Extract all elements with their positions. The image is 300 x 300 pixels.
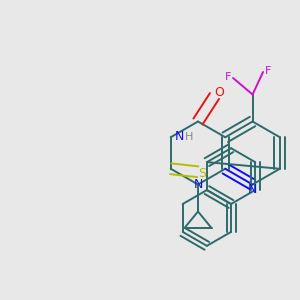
Text: O: O <box>214 86 224 99</box>
Text: H: H <box>185 132 194 142</box>
Text: F: F <box>265 65 271 76</box>
Text: N: N <box>248 183 257 196</box>
Text: F: F <box>225 71 231 82</box>
Text: N: N <box>174 130 184 143</box>
Text: N: N <box>193 178 203 191</box>
Text: S: S <box>198 167 206 180</box>
